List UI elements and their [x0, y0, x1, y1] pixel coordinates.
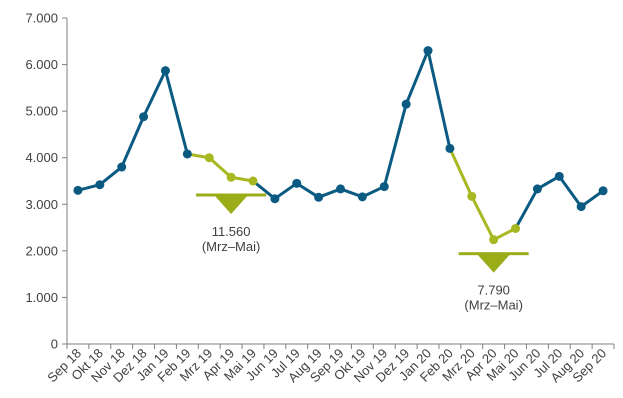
series-segment: [557, 174, 583, 209]
series-segment: [404, 49, 430, 106]
series: [73, 46, 608, 245]
data-point: [160, 66, 170, 76]
data-point: [226, 172, 236, 182]
y-tick-label: 3.000: [25, 197, 58, 212]
data-point: [270, 194, 280, 204]
annotation-value: 7.790: [477, 283, 510, 298]
data-point: [182, 149, 192, 159]
data-point: [467, 191, 477, 201]
data-point: [73, 185, 83, 195]
data-point: [598, 186, 608, 196]
series-segment: [579, 189, 605, 209]
highlight-segment: [448, 146, 474, 198]
data-point: [314, 192, 324, 202]
down-triangle-icon: [214, 195, 249, 214]
data-point: [576, 202, 586, 212]
annotation: 7.790(Mrz–Mai): [458, 252, 529, 313]
data-point: [117, 162, 127, 172]
data-point: [379, 182, 389, 192]
data-point: [511, 224, 521, 234]
data-point: [248, 176, 258, 186]
series-segment: [251, 179, 277, 201]
data-point: [489, 235, 499, 245]
highlight-segment: [470, 194, 496, 242]
data-point: [554, 171, 564, 181]
y-tick-label: 2.000: [25, 243, 58, 258]
data-point: [95, 180, 105, 190]
data-point: [532, 184, 542, 194]
series-segment: [382, 102, 408, 189]
y-tick-label: 5.000: [25, 104, 58, 119]
annotation: 11.560(Mrz–Mai): [196, 193, 267, 254]
annotations: 11.560(Mrz–Mai)7.790(Mrz–Mai): [196, 193, 529, 313]
data-point: [139, 112, 149, 122]
data-point: [336, 184, 345, 194]
series-segment: [163, 69, 189, 156]
highlight-segment: [207, 156, 233, 179]
series-segment: [426, 49, 452, 150]
y-tick-label: 0: [51, 337, 58, 352]
y-tick-label: 6.000: [25, 57, 58, 72]
data-point: [401, 99, 411, 109]
y-axis: 0 1.000 2.000 3.000 4.000 5.000 6.000 7.000: [25, 11, 68, 352]
data-point: [445, 143, 455, 153]
data-point: [423, 46, 433, 56]
y-tick-label: 1.000: [25, 290, 58, 305]
data-point: [357, 192, 367, 202]
series-segment: [142, 69, 167, 119]
down-triangle-icon: [476, 253, 511, 273]
data-point: [292, 178, 302, 188]
y-tick-label: 7.000: [25, 11, 58, 26]
annotation-label: (Mrz–Mai): [464, 298, 523, 313]
series-segment: [120, 115, 146, 169]
data-point: [204, 153, 214, 163]
annotation-value: 11.560: [212, 224, 251, 239]
y-tick-label: 4.000: [25, 150, 58, 165]
series-segment: [514, 187, 539, 231]
annotation-label: (Mrz–Mai): [202, 239, 261, 254]
series-segment: [98, 165, 124, 187]
